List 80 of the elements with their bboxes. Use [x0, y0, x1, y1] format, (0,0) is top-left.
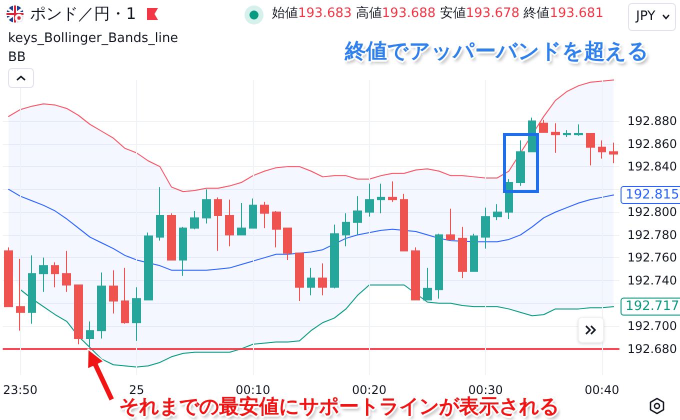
- candlestick: [214, 196, 222, 252]
- candlestick: [516, 140, 525, 186]
- candlestick: [470, 233, 478, 272]
- candlestick: [51, 262, 59, 288]
- candlestick: [190, 210, 199, 230]
- candlestick: [260, 201, 269, 229]
- candlestick: [295, 252, 304, 302]
- candlestick: [86, 320, 94, 348]
- candlestick: [435, 233, 443, 300]
- candlestick: [481, 207, 490, 250]
- line-series: [20, 284, 614, 368]
- y-tick-label: 192.760: [627, 250, 677, 265]
- candlestick: [377, 183, 385, 214]
- candlestick: [132, 286, 141, 342]
- candlestick: [74, 284, 83, 345]
- y-tick-label: 192.860: [627, 136, 677, 151]
- candlestick: [539, 119, 548, 133]
- candlestick: [225, 199, 234, 247]
- candlestick: [39, 257, 48, 292]
- text: BB: [8, 50, 26, 66]
- data-label: 192.815: [626, 188, 680, 203]
- y-tick-label: 192.780: [627, 228, 677, 242]
- x-tick-label: 23:50: [2, 383, 38, 397]
- candlestick: [574, 124, 583, 136]
- y-tick-label: 192.840: [627, 160, 677, 174]
- data-label: 192.717: [626, 299, 680, 314]
- candlestick: [400, 193, 408, 252]
- y-axis-title: JPY: [636, 8, 656, 24]
- text: 終値でアッパーバンドを超える: [345, 39, 649, 64]
- line-series: [8, 80, 614, 192]
- y-tick-label: 192.740: [627, 273, 677, 288]
- chart-subtitle: 始値193.683 高値193.688 安値193.678 終値193.681: [272, 6, 604, 21]
- candlestick: [528, 117, 536, 152]
- candlestick: [272, 210, 281, 248]
- candlestick: [237, 202, 246, 236]
- candlestick: [97, 272, 106, 340]
- candlestick: [318, 262, 327, 296]
- candlestick: [586, 133, 595, 166]
- chart-title: ポンド／円・1: [30, 4, 136, 24]
- candlestick: [121, 267, 129, 324]
- candlestick: [365, 183, 374, 218]
- candlestick: [16, 258, 25, 332]
- text: それまでの最安値にサポートラインが表示される: [119, 394, 559, 418]
- text: keys_Bollinger_Bands_line: [8, 31, 178, 47]
- x-tick-label: 00:40: [584, 383, 620, 397]
- candlestick: [144, 232, 153, 300]
- x-tick-label: 00:30: [468, 383, 503, 397]
- candlestick: [563, 130, 571, 138]
- candlestick: [156, 186, 164, 242]
- y-tick-label: 192.880: [627, 114, 677, 128]
- candlestick: [423, 267, 432, 300]
- x-tick-label: 00:20: [352, 383, 387, 397]
- candlestick: [342, 212, 350, 247]
- candlestick: [167, 212, 176, 260]
- line-series: [8, 188, 614, 271]
- candlestick: [493, 204, 502, 221]
- candlestick: [62, 250, 71, 292]
- y-tick-label: 192.700: [627, 319, 677, 334]
- candlestick: [179, 226, 187, 276]
- x-tick-label: 00:10: [236, 383, 270, 397]
- candlestick: [411, 246, 420, 300]
- candlestick: [598, 140, 606, 160]
- candlestick: [458, 226, 467, 279]
- y-tick-label: 192.800: [627, 205, 677, 220]
- y-tick-label: 192.680: [627, 342, 677, 356]
- dropdown: JPY: [628, 3, 676, 31]
- candlestick: [109, 270, 118, 314]
- candlestick: [4, 246, 13, 308]
- candlestick: [307, 267, 315, 296]
- candlestick: [28, 254, 36, 324]
- candlestick: [283, 228, 292, 260]
- candlestick: [202, 188, 211, 224]
- candlestick: [388, 180, 397, 202]
- x-tick-label: 25: [128, 383, 144, 397]
- candlestick: [330, 224, 339, 289]
- candlestick: [353, 196, 362, 236]
- candlestick: [609, 142, 618, 164]
- candlestick: [249, 198, 257, 229]
- candlestick: [551, 122, 560, 154]
- candlestick: [446, 208, 455, 242]
